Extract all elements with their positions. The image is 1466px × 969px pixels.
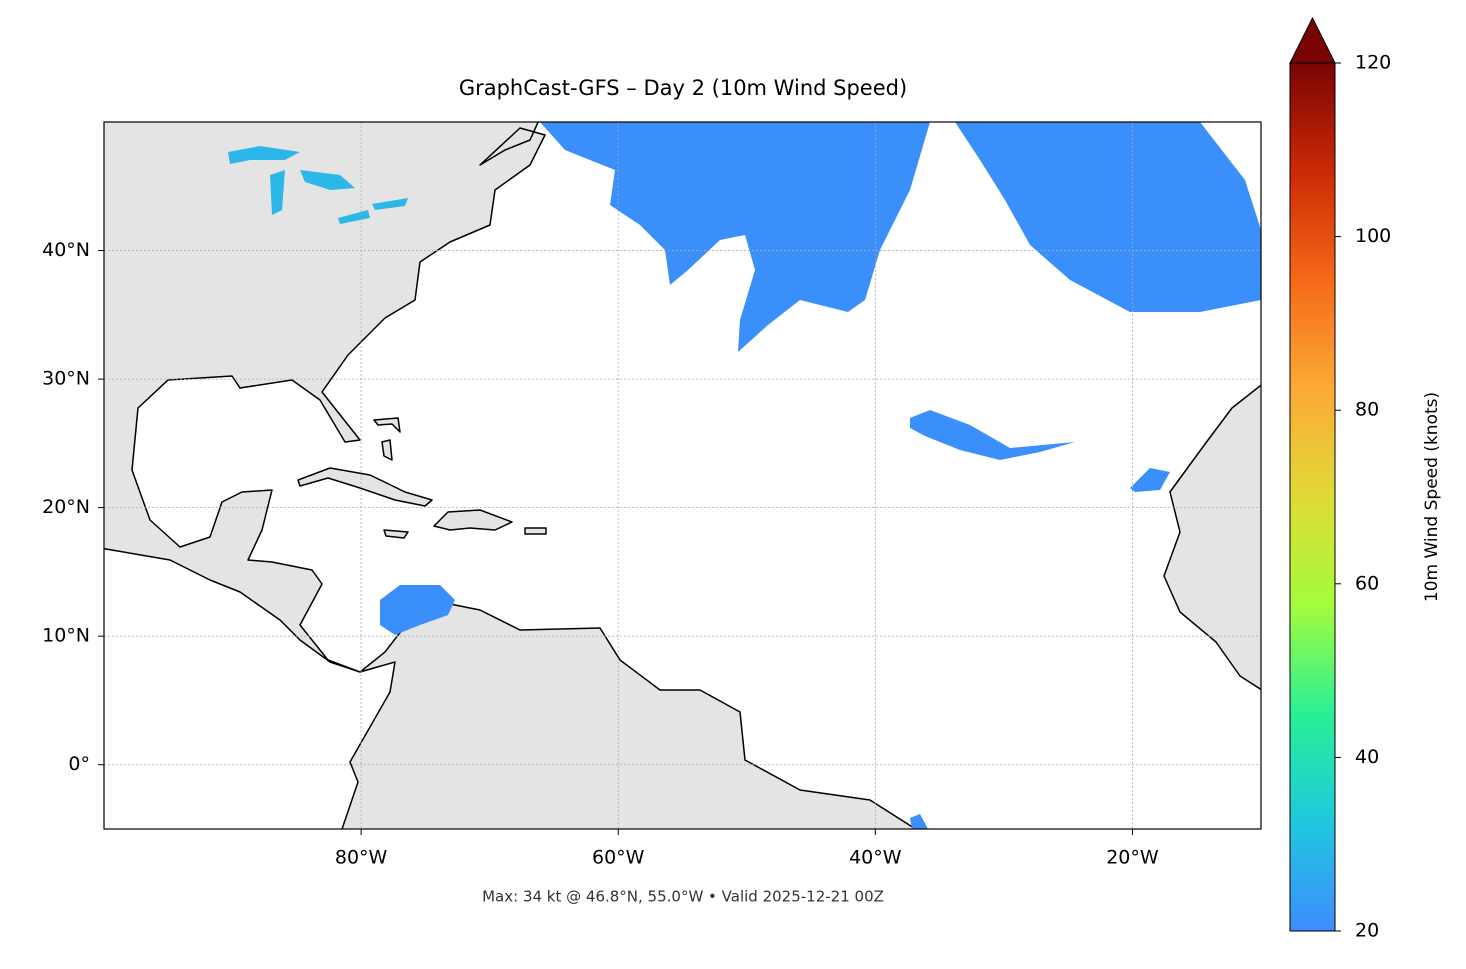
colorbar-extend (1289, 16, 1336, 64)
y-tick-label: 30°N (42, 368, 90, 390)
africa (1163, 384, 1261, 691)
wind-area (955, 122, 1261, 312)
wind-area (540, 122, 930, 352)
cuba (297, 467, 433, 507)
grid (104, 122, 1261, 829)
great-lakes (228, 146, 408, 224)
puerto-rico (524, 527, 547, 535)
wind-area (910, 410, 1075, 460)
hispaniola (433, 509, 513, 531)
x-tick-label: 40°W (849, 847, 902, 869)
colorbar-tick-label: 60 (1355, 572, 1379, 594)
x-tick-label: 20°W (1106, 847, 1159, 869)
y-tick-label: 0° (68, 753, 90, 775)
colorbar-tick-label: 120 (1355, 52, 1391, 74)
jamaica (383, 529, 409, 539)
wind-area (1130, 468, 1170, 492)
map (104, 122, 1261, 829)
y-tick-label: 40°N (42, 239, 90, 261)
bahamas (373, 417, 401, 461)
colorbar-tick-label: 20 (1355, 920, 1379, 942)
y-tick-label: 10°N (42, 625, 90, 647)
x-tick-label: 80°W (335, 847, 388, 869)
chart-title: GraphCast-GFS – Day 2 (10m Wind Speed) (459, 76, 907, 100)
colorbar (1290, 63, 1335, 931)
map-frame (103, 121, 1262, 830)
wind-area (380, 585, 455, 635)
y-tick-label: 20°N (42, 496, 90, 518)
colorbar-tick-label: 80 (1355, 399, 1379, 421)
chart-subtitle: Max: 34 kt @ 46.8°N, 55.0°W • Valid 2025… (482, 888, 884, 906)
colorbar-tick-label: 100 (1355, 225, 1391, 247)
colorbar-label: 10m Wind Speed (knots) (1422, 392, 1442, 602)
americas (104, 122, 917, 829)
x-tick-label: 60°W (592, 847, 645, 869)
colorbar-frame (1289, 62, 1336, 932)
wind-area (910, 814, 928, 829)
colorbar-tick-label: 40 (1355, 746, 1379, 768)
